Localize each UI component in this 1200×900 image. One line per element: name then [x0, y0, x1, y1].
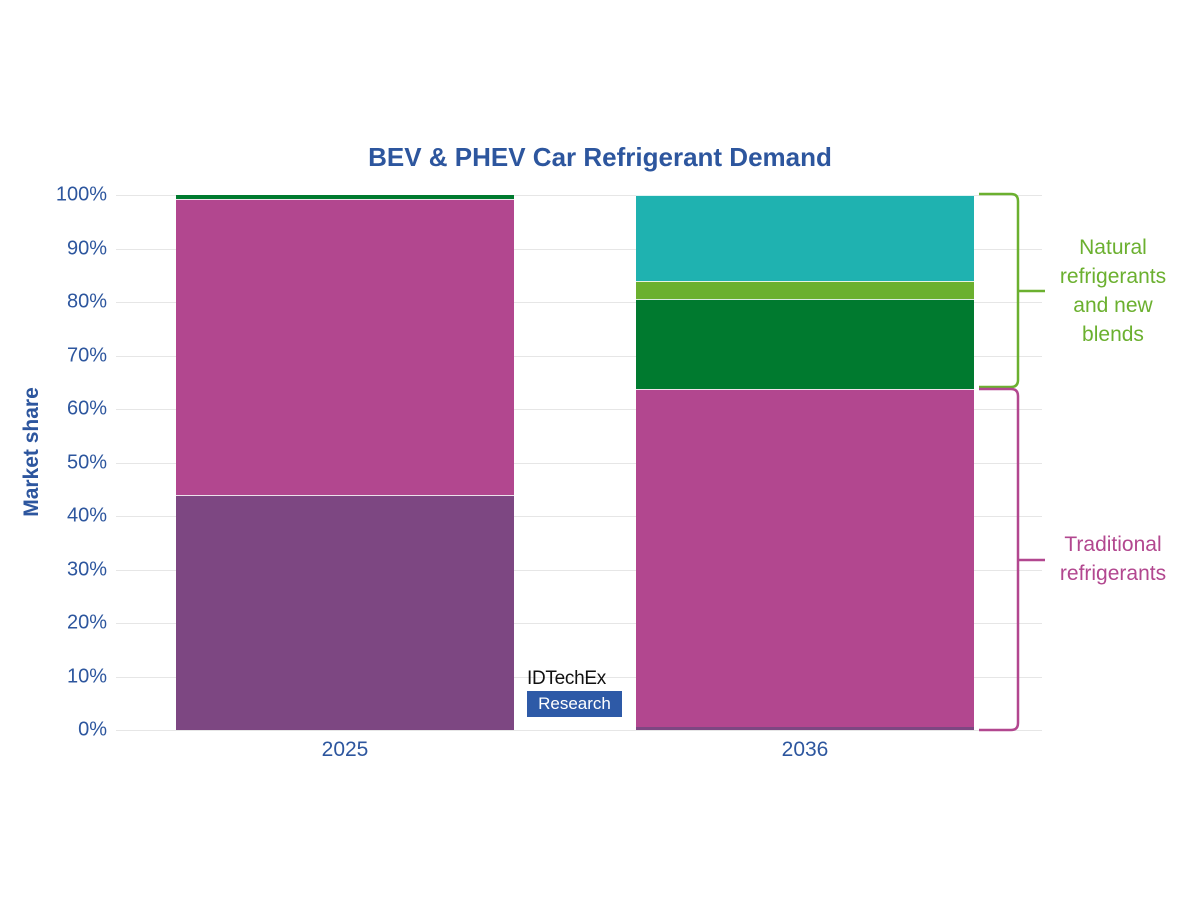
y-tick: 80% [66, 290, 107, 313]
segment-dark-purple[interactable] [636, 727, 974, 730]
gridline [116, 569, 1042, 571]
gridline [116, 409, 1042, 410]
segment-magenta[interactable] [176, 198, 514, 495]
y-tick: 100% [55, 183, 107, 206]
y-tick: 40% [66, 504, 107, 527]
annotation-line: refrigerants [1059, 265, 1167, 288]
gridline [116, 676, 1042, 678]
gridline [116, 302, 1042, 303]
gridline [116, 355, 1042, 357]
bar-2036[interactable] [636, 195, 974, 730]
plot-area [116, 195, 1042, 731]
segment-dark-purple[interactable] [176, 494, 514, 730]
annotation-line: Traditional [1064, 533, 1162, 556]
bracket-icon [979, 192, 1045, 732]
segment-teal[interactable] [636, 195, 974, 281]
bar-2025[interactable] [176, 195, 514, 730]
y-tick: 20% [66, 611, 107, 634]
y-tick: 90% [66, 237, 107, 259]
y-tick: 0% [78, 718, 107, 741]
y-tick: 30% [66, 558, 107, 580]
gridline [116, 248, 1042, 250]
x-tick: 2036 [781, 738, 829, 761]
annotation-line: blends [1082, 323, 1144, 346]
segment-magenta[interactable] [636, 388, 974, 728]
y-tick: 60% [66, 397, 107, 420]
chart-title: BEV & PHEV Car Refrigerant Demand [368, 142, 832, 172]
logo-wordmark: IDTechEx [527, 668, 606, 689]
y-tick: 70% [66, 344, 107, 366]
annotation-line: and new [1073, 294, 1153, 317]
y-tick: 10% [66, 665, 107, 687]
gridline [116, 462, 1042, 464]
gridline [116, 623, 1042, 624]
y-tick: 50% [66, 451, 107, 473]
gridline [116, 730, 1042, 731]
annotation-line: Natural [1079, 236, 1147, 259]
segment-light-green[interactable] [636, 280, 974, 299]
annotation-line: refrigerants [1059, 562, 1167, 585]
idtechex-logo: IDTechEx Research [527, 668, 622, 717]
annotation-traditional: Traditional refrigerants [1040, 530, 1186, 588]
gridline [116, 516, 1042, 517]
segment-dark-green[interactable] [636, 298, 974, 389]
annotation-natural: Natural refrigerants and new blends [1040, 233, 1186, 349]
gridline [116, 195, 1042, 196]
segment-dark-green[interactable] [176, 195, 514, 199]
logo-research-badge: Research [527, 691, 622, 717]
x-tick: 2025 [321, 738, 369, 761]
